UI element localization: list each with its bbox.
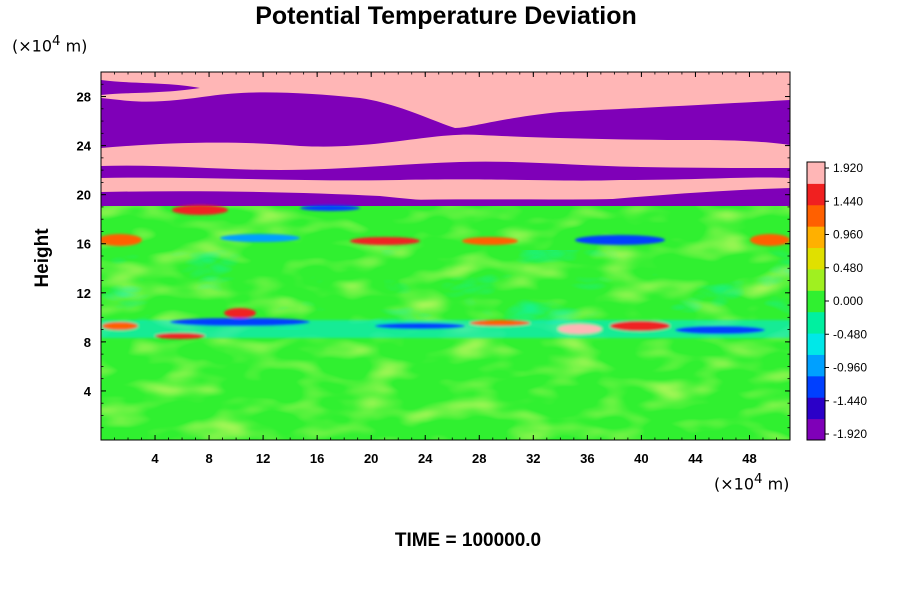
colorbar: 1.920 1.440 0.960 0.480 0.000 -0.480 -0.960 -1.… <box>806 161 867 441</box>
colorbar-segment <box>807 268 825 291</box>
x-tick-label: 32 <box>526 451 540 466</box>
y-tick-label: 16 <box>77 237 91 252</box>
base-negative-strip <box>101 195 790 206</box>
x-axis-unit: (×104 m) <box>714 472 789 493</box>
x-tick-label: 48 <box>742 451 756 466</box>
field-swirl <box>101 250 790 330</box>
colorbar-segment <box>807 183 825 206</box>
y-tick-label: 24 <box>77 139 92 154</box>
colorbar-segment <box>807 247 825 270</box>
y-tick-label: 20 <box>77 188 91 203</box>
x-axis: 4 8 12 16 20 24 28 32 36 40 44 48 <box>114 72 777 466</box>
upper-features <box>101 205 790 246</box>
x-unit-exponent: 4 <box>754 472 763 487</box>
colorbar-segment <box>807 333 825 355</box>
chart-title: Potential Temperature Deviation <box>255 2 637 30</box>
colorbar-segment <box>807 397 825 420</box>
y-tick-label: 4 <box>84 384 92 399</box>
colorbar-label: -1.920 <box>833 427 867 441</box>
y-tick-label: 28 <box>77 90 91 105</box>
middle-positive-band <box>101 134 790 170</box>
colorbar-segment <box>807 418 825 441</box>
lower-features <box>101 308 790 339</box>
colorbar-label: -0.480 <box>833 327 867 341</box>
colorbar-label: 0.000 <box>833 294 863 308</box>
x-tick-label: 44 <box>688 451 703 466</box>
upper-negative-lobe <box>101 80 200 95</box>
colorbar-label: 0.960 <box>833 228 863 242</box>
colorbar-label: -1.440 <box>833 394 867 408</box>
colorbar-segment <box>807 375 825 398</box>
x-tick-label: 16 <box>310 451 324 466</box>
y-unit-exponent: 4 <box>52 34 61 49</box>
y-axis: 4 8 12 16 20 24 28 <box>77 83 790 429</box>
colorbar-segment <box>807 354 825 377</box>
time-label: TIME = 100000.0 <box>394 530 542 551</box>
y-axis-unit: (×104 m) <box>12 34 87 55</box>
x-tick-label: 28 <box>472 451 486 466</box>
x-unit-suffix: m) <box>762 474 790 494</box>
colorbar-segment <box>807 311 825 334</box>
plot-area <box>101 72 790 440</box>
colorbar-segment <box>807 204 825 227</box>
x-tick-label: 8 <box>205 451 212 466</box>
y-tick-label: 12 <box>77 286 91 301</box>
y-tick-label: 8 <box>84 335 91 350</box>
lower-positive-band <box>101 177 790 206</box>
colorbar-segment <box>807 290 825 313</box>
colorbar-label: 1.920 <box>833 161 863 175</box>
y-unit-suffix: m) <box>60 36 88 56</box>
colorbar-segment <box>807 226 825 249</box>
colorbar-label: 1.440 <box>833 194 863 208</box>
colorbar-label: 0.480 <box>833 261 863 275</box>
y-unit-prefix: (×10 <box>12 36 53 56</box>
x-tick-label: 36 <box>580 451 594 466</box>
x-tick-label: 20 <box>364 451 378 466</box>
x-tick-label: 4 <box>151 451 159 466</box>
colorbar-label: -0.960 <box>833 361 867 375</box>
x-unit-prefix: (×10 <box>714 474 755 494</box>
colorbar-segment <box>807 162 825 184</box>
x-tick-label: 12 <box>256 451 270 466</box>
x-tick-label: 40 <box>634 451 648 466</box>
upper-positive-band <box>101 72 790 128</box>
x-tick-label: 24 <box>418 451 433 466</box>
